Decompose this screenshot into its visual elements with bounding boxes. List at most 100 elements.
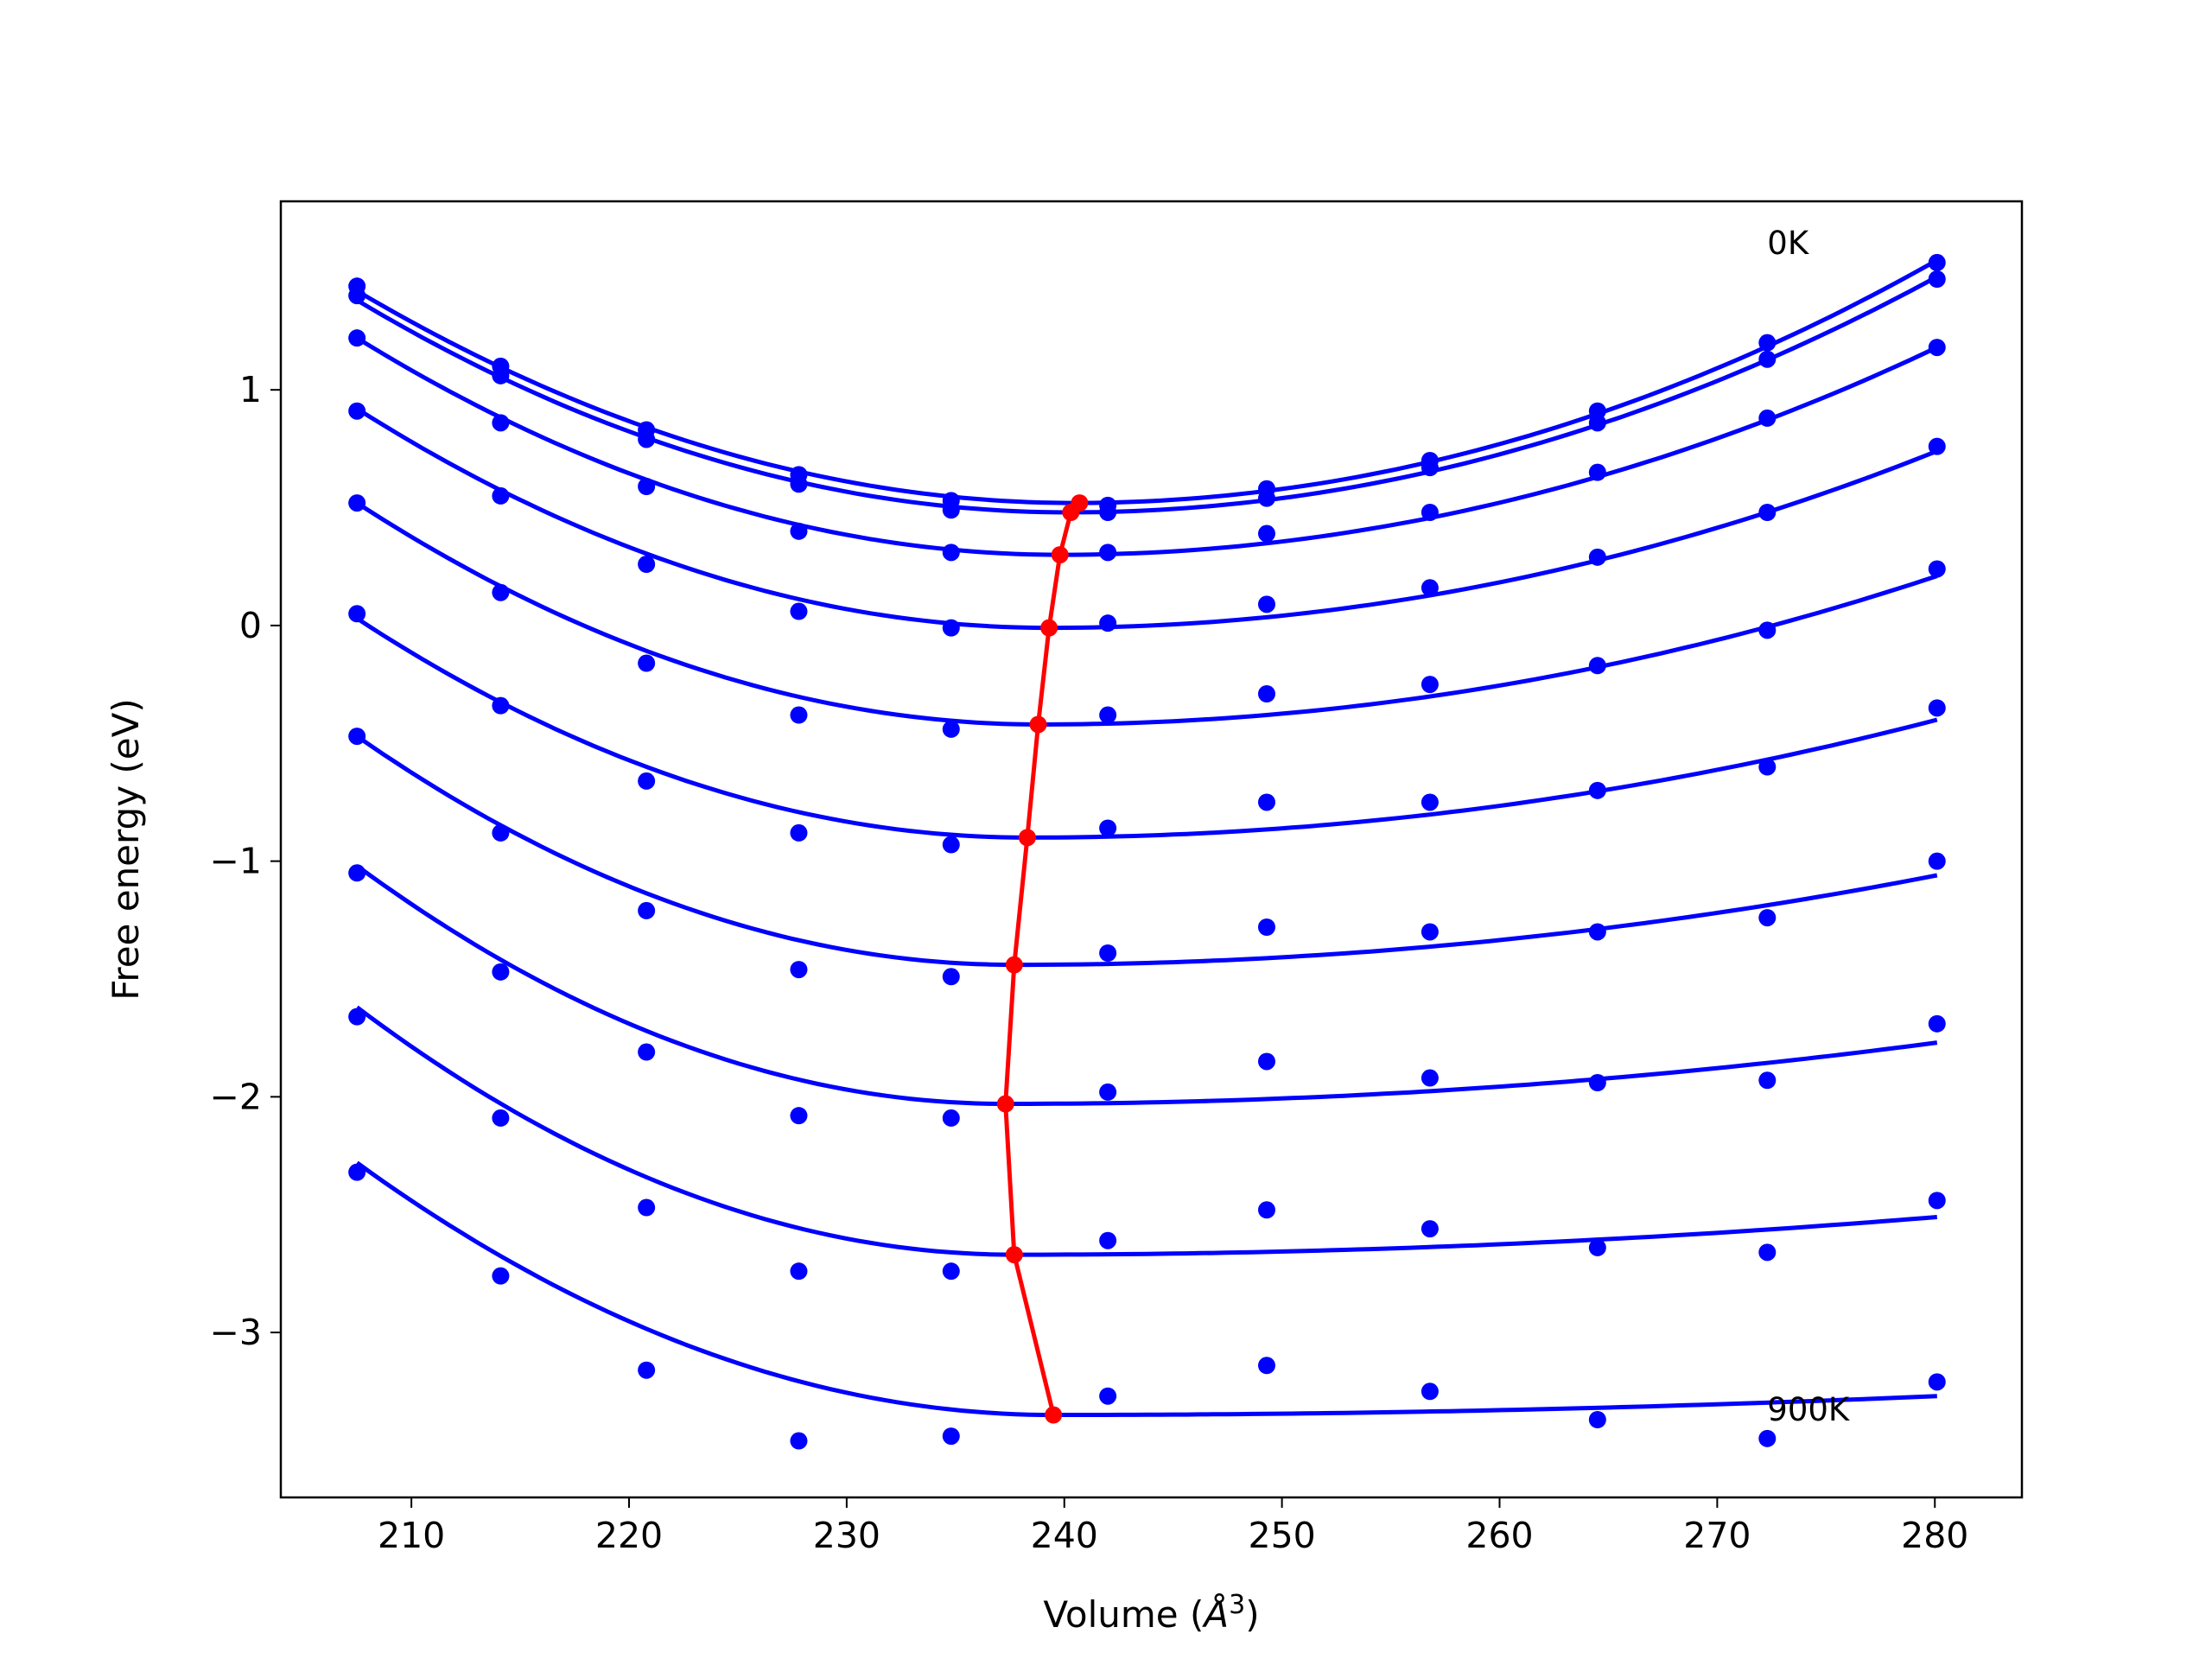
x-axis-label-unit: Å	[1201, 1592, 1229, 1636]
fit-curve	[355, 1160, 1937, 1417]
data-point	[1758, 504, 1777, 521]
data-point	[1421, 923, 1439, 941]
fit-curves	[355, 258, 1939, 1417]
temperature-annotation: 900K	[1767, 1391, 1851, 1428]
data-point	[790, 1432, 808, 1450]
data-point	[1099, 1083, 1117, 1101]
data-point	[492, 366, 510, 385]
data-point	[790, 475, 808, 493]
data-point	[638, 478, 656, 495]
data-point	[790, 522, 808, 540]
data-point	[1928, 437, 1946, 455]
fit-curve	[355, 406, 1938, 631]
data-point	[348, 402, 366, 420]
data-point	[1421, 676, 1439, 694]
data-point	[1099, 1231, 1117, 1249]
data-point	[1588, 657, 1606, 675]
data-point	[1257, 685, 1275, 702]
fit-curve	[355, 616, 1938, 840]
data-point	[1099, 504, 1117, 521]
data-point	[1758, 621, 1777, 639]
x-tick-label: 230	[813, 1515, 880, 1556]
data-point	[1257, 918, 1275, 936]
minimum-point	[1062, 504, 1080, 521]
data-point	[1588, 548, 1606, 566]
data-point	[1421, 579, 1439, 597]
data-point	[1421, 504, 1439, 521]
data-point	[790, 602, 808, 620]
data-point	[348, 1007, 366, 1026]
fit-curve	[355, 258, 1939, 505]
data-point	[1421, 1220, 1439, 1238]
data-point	[942, 501, 960, 519]
data-point	[348, 1163, 366, 1181]
y-axis-label: Free energy (eV)	[105, 698, 147, 1001]
x-tick-label: 220	[595, 1515, 663, 1556]
data-points	[348, 253, 1946, 1450]
data-point	[1758, 409, 1777, 427]
data-point	[1257, 1201, 1275, 1219]
minimum-point	[996, 1095, 1014, 1113]
data-point	[790, 823, 808, 842]
data-point	[638, 556, 656, 573]
y-axis-ticks: 1 0 −1 −2 −3	[210, 369, 281, 1353]
data-point	[942, 1262, 960, 1281]
data-point	[348, 287, 366, 305]
data-point	[1758, 1071, 1777, 1090]
data-point	[1928, 270, 1946, 288]
data-point	[348, 605, 366, 623]
fit-curve	[355, 734, 1938, 968]
data-point	[1928, 852, 1946, 870]
data-point	[492, 1267, 510, 1285]
y-tick-label: 1	[239, 369, 262, 410]
fit-curve	[355, 275, 1938, 515]
data-point	[348, 494, 366, 512]
x-axis-label-close: )	[1245, 1593, 1259, 1636]
x-axis-label-text: Volume (	[1043, 1593, 1204, 1636]
data-point	[1758, 334, 1777, 352]
data-point	[790, 706, 808, 724]
data-point	[1928, 560, 1946, 578]
data-point	[492, 823, 510, 842]
data-point	[942, 543, 960, 562]
data-point	[1928, 699, 1946, 717]
data-point	[1099, 543, 1117, 562]
data-point	[492, 583, 510, 601]
data-point	[1928, 339, 1946, 357]
minimum-line-path	[1003, 501, 1082, 1416]
data-point	[1758, 1243, 1777, 1262]
x-axis-label-exponent: 3	[1229, 1590, 1245, 1620]
data-point	[942, 968, 960, 986]
data-point	[942, 720, 960, 738]
data-point	[1421, 459, 1439, 477]
data-point	[1588, 1074, 1606, 1091]
fit-curve	[355, 336, 1938, 557]
data-point	[1928, 1014, 1946, 1033]
minimum-point	[1029, 715, 1047, 734]
data-point	[790, 961, 808, 979]
data-point	[790, 1262, 808, 1281]
data-point	[1758, 758, 1777, 776]
data-point	[1758, 1429, 1777, 1447]
data-point	[1928, 1192, 1946, 1210]
data-point	[492, 414, 510, 432]
data-point	[1588, 414, 1606, 432]
minimum-point	[1045, 1406, 1063, 1424]
data-point	[1257, 1357, 1275, 1375]
data-point	[638, 772, 656, 790]
data-point	[942, 619, 960, 637]
data-point	[1588, 1411, 1606, 1428]
data-point	[638, 430, 656, 448]
plot-frame	[279, 200, 2024, 1499]
x-tick-label: 250	[1248, 1515, 1315, 1556]
data-point	[1928, 253, 1946, 271]
data-point	[1588, 781, 1606, 799]
data-point	[942, 1427, 960, 1446]
fit-curve	[355, 864, 1938, 1106]
data-point	[1928, 1373, 1946, 1391]
data-point	[492, 696, 510, 715]
data-point	[1758, 909, 1777, 927]
fit-curve	[355, 1005, 1937, 1257]
fit-curve	[355, 500, 1938, 728]
data-point	[1421, 1069, 1439, 1087]
